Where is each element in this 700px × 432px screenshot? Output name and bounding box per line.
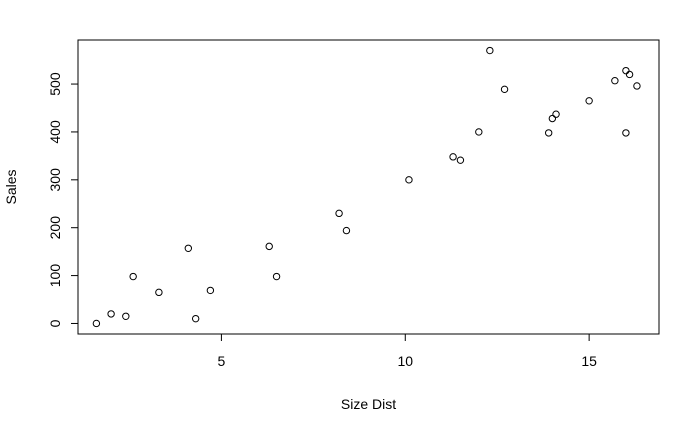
y-tick-label: 0: [47, 319, 63, 327]
data-point: [405, 176, 413, 184]
data-point: [548, 114, 557, 123]
data-point: [585, 97, 593, 105]
data-point: [107, 310, 115, 318]
y-tick-label: 400: [47, 120, 63, 144]
data-point: [475, 128, 483, 136]
x-tick-label: 15: [581, 353, 597, 369]
data-point: [622, 66, 630, 75]
data-point: [272, 272, 281, 281]
data-point: [92, 319, 101, 328]
y-axis: 0 100 200 300 400 500: [47, 72, 78, 327]
data-point: [155, 288, 163, 297]
data-point: [622, 129, 630, 137]
x-axis: 5 10 15: [218, 334, 597, 369]
data-point: [456, 156, 465, 164]
data-point: [544, 129, 553, 137]
data-point: [625, 70, 634, 79]
data-point: [206, 286, 215, 295]
y-axis-title: Sales: [3, 169, 19, 204]
data-point: [184, 244, 193, 252]
data-point: [342, 226, 351, 235]
data-point: [129, 272, 137, 281]
data-point: [552, 110, 560, 118]
x-tick-label: 10: [397, 353, 413, 369]
data-point: [486, 46, 494, 55]
data-point: [500, 85, 509, 94]
data-point: [611, 77, 619, 85]
data-points: [92, 46, 641, 328]
data-point: [449, 153, 457, 161]
y-tick-label: 100: [47, 264, 63, 288]
x-tick-label: 5: [218, 353, 226, 369]
data-point: [122, 312, 130, 320]
data-point: [191, 314, 200, 323]
y-tick-label: 500: [47, 72, 63, 96]
data-point: [633, 82, 641, 90]
x-axis-title: Size Dist: [341, 396, 396, 412]
plot-frame: [77, 39, 660, 335]
y-tick-label: 200: [47, 216, 63, 240]
y-tick-label: 300: [47, 168, 63, 192]
data-point: [335, 209, 343, 218]
data-point: [265, 242, 273, 251]
